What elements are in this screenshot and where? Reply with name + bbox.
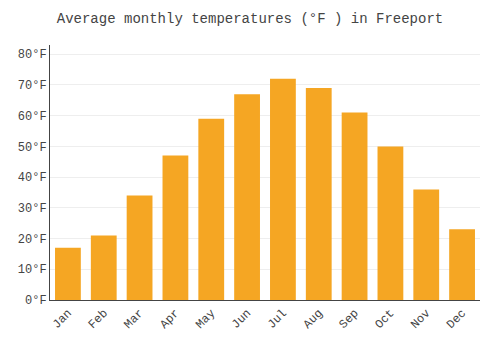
svg-text:40°F: 40°F [18,171,47,185]
svg-text:Dec: Dec [444,307,469,332]
svg-text:Feb: Feb [86,307,111,332]
svg-text:60°F: 60°F [18,110,47,124]
svg-text:Oct: Oct [372,307,397,332]
svg-text:80°F: 80°F [18,48,47,62]
svg-text:Jun: Jun [229,307,254,332]
svg-text:May: May [193,307,218,332]
svg-text:50°F: 50°F [18,141,47,155]
svg-text:10°F: 10°F [18,263,47,277]
svg-text:20°F: 20°F [18,233,47,247]
svg-text:Jul: Jul [265,307,290,332]
svg-text:Aug: Aug [301,307,326,332]
svg-text:70°F: 70°F [18,79,47,93]
svg-text:Sep: Sep [336,307,361,332]
svg-text:Nov: Nov [408,307,433,332]
svg-text:Mar: Mar [121,307,146,332]
svg-text:Jan: Jan [50,307,75,332]
svg-text:Average monthly temperatures (: Average monthly temperatures (°F ) in Fr… [57,11,443,27]
svg-text:30°F: 30°F [18,202,47,216]
svg-text:0°F: 0°F [25,294,47,308]
svg-text:Apr: Apr [157,307,182,332]
